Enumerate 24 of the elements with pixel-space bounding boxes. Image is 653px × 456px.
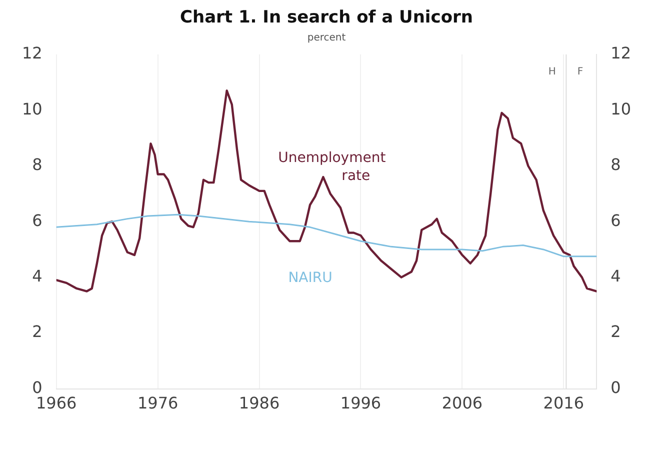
y2-tick-label: 10 (22, 99, 42, 118)
text: NAIRU (288, 270, 332, 286)
x-tick-label: 1976 (137, 394, 178, 413)
y2-tick-label: 12 (22, 44, 42, 63)
chart-title: Chart 1. In search of a Unicorn (180, 8, 473, 28)
y-axis-title: percent (307, 32, 346, 44)
y2-tick-label: 6 (32, 210, 42, 230)
x-tick-label: 2016 (543, 394, 584, 413)
y2-tick-label: 2 (32, 322, 42, 342)
y-tick-label: 4 (610, 266, 621, 286)
x-tick-label: 1996 (340, 394, 382, 413)
x-tick-label: 1986 (238, 394, 280, 413)
series-label: Unemployment rate (278, 150, 386, 184)
y-tick-label: 0 (610, 378, 621, 397)
y-tick-label: 10 (610, 99, 631, 118)
y-tick-label: 12 (610, 44, 631, 63)
y-tick-label: 6 (610, 210, 621, 230)
y-tick-label: 2 (610, 322, 621, 342)
x-tick-label: 2006 (442, 394, 483, 413)
y2-tick-label: 8 (32, 155, 42, 174)
y-tick-label: 8 (610, 155, 621, 174)
annotation: H (548, 66, 556, 78)
annotation: F (577, 66, 584, 78)
y2-tick-label: 4 (32, 266, 42, 286)
